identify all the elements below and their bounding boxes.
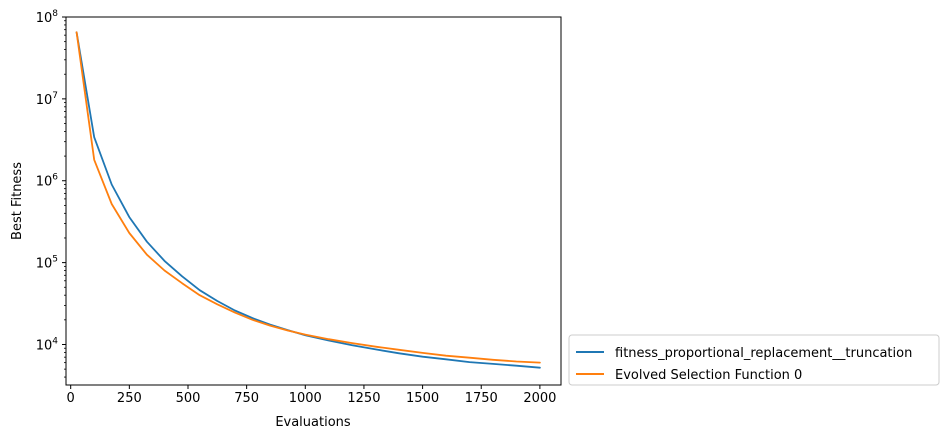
axes-frame [65, 16, 562, 386]
x-tick-label: 0 [67, 391, 75, 406]
y-tick-label: 108 [36, 9, 59, 26]
x-tick-label: 1250 [347, 391, 380, 406]
x-tick-label: 750 [234, 391, 259, 406]
x-tick-label: 1000 [289, 391, 322, 406]
y-axis-label: Best Fitness [10, 162, 25, 240]
x-tick-label: 1500 [406, 391, 439, 406]
legend: fitness_proportional_replacement__trunca… [568, 334, 940, 386]
x-axis-label: Evaluations [275, 415, 351, 430]
x-axis-ticks: 0 250 500 750 1000 1250 1500 1750 2000 [67, 385, 556, 406]
y-tick-label: 106 [36, 173, 59, 190]
x-tick-label: 500 [176, 391, 201, 406]
plot-area [65, 16, 562, 386]
y-tick-label: 105 [36, 255, 58, 272]
x-tick-label: 1750 [465, 391, 498, 406]
x-tick-label: 2000 [523, 391, 556, 406]
legend-box [568, 334, 940, 386]
legend-label-fitness-proportional: fitness_proportional_replacement__trunca… [615, 346, 912, 361]
x-tick-label: 250 [117, 391, 142, 406]
series-line-1 [75, 31, 541, 364]
series-layer [75, 31, 541, 369]
legend-label-evolved-selection: Evolved Selection Function 0 [615, 368, 802, 383]
y-axis-ticks: 104 105 106 107 108 [36, 9, 66, 378]
y-tick-label: 104 [36, 336, 59, 353]
y-tick-label: 107 [36, 91, 58, 108]
